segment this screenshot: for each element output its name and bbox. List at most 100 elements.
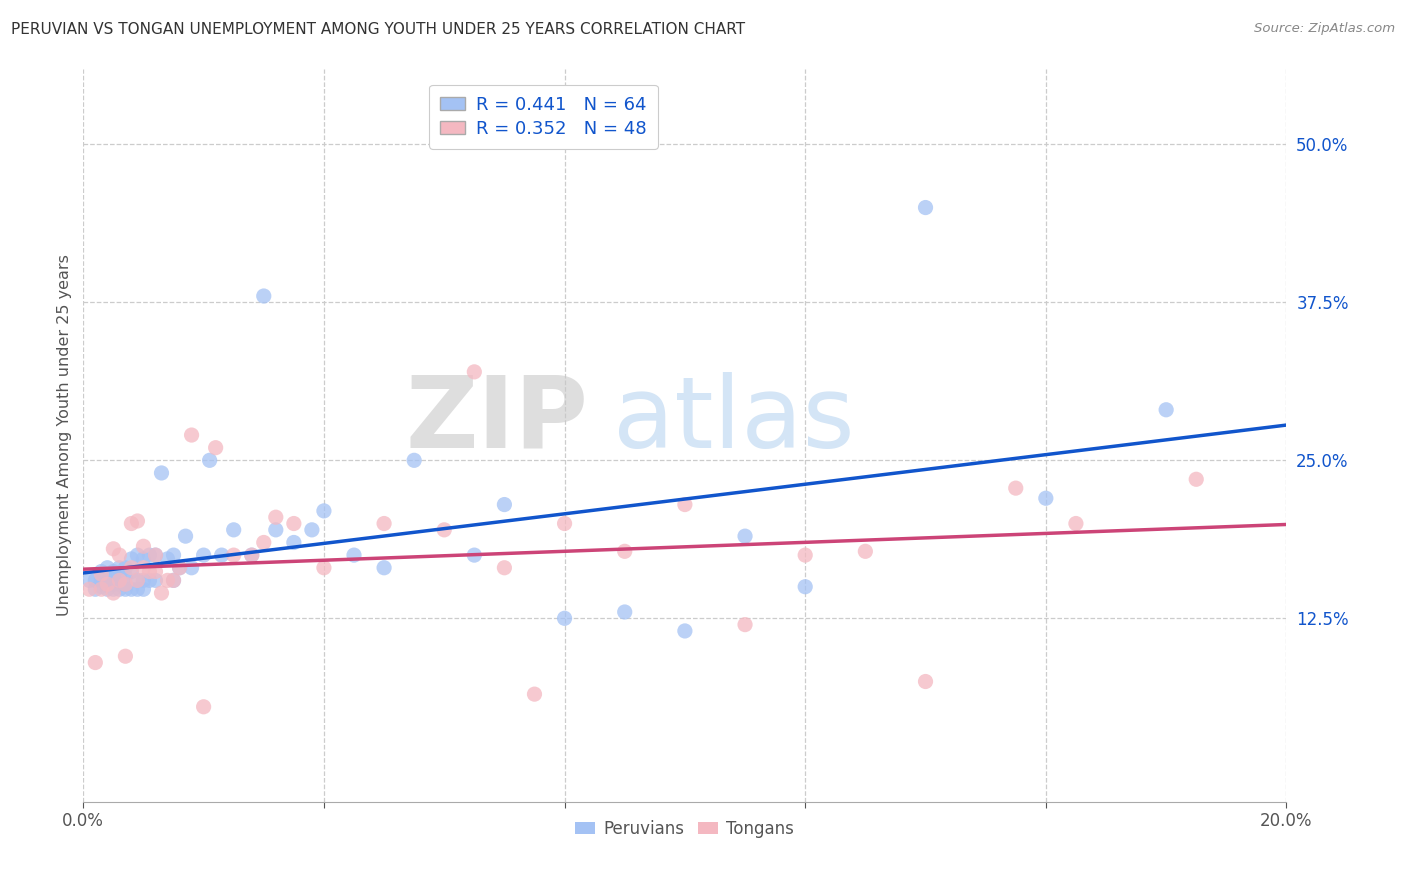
Point <box>156 574 179 588</box>
Point <box>114 577 136 591</box>
Point <box>1154 402 1177 417</box>
Point <box>463 365 485 379</box>
Point <box>1035 491 1057 506</box>
Point <box>734 529 756 543</box>
Point <box>180 560 202 574</box>
Point <box>103 582 125 597</box>
Point <box>132 539 155 553</box>
Point <box>169 560 191 574</box>
Point <box>120 552 142 566</box>
Point <box>150 466 173 480</box>
Point <box>343 548 366 562</box>
Point <box>84 574 107 588</box>
Point <box>162 574 184 588</box>
Point <box>1064 516 1087 531</box>
Point <box>150 586 173 600</box>
Point <box>103 577 125 591</box>
Point <box>79 582 101 597</box>
Point <box>145 548 167 562</box>
Point <box>127 514 149 528</box>
Point <box>84 582 107 597</box>
Point <box>240 548 263 562</box>
Point <box>433 523 456 537</box>
Point <box>794 580 817 594</box>
Point <box>138 565 160 579</box>
Point <box>283 535 305 549</box>
Point <box>127 574 149 588</box>
Point <box>198 453 221 467</box>
Point <box>914 201 936 215</box>
Point <box>138 548 160 562</box>
Point <box>96 574 118 588</box>
Point <box>264 523 287 537</box>
Point <box>96 560 118 574</box>
Point <box>108 560 131 574</box>
Point <box>853 544 876 558</box>
Point <box>108 577 131 591</box>
Point <box>103 565 125 579</box>
Point <box>108 574 131 588</box>
Point <box>90 567 112 582</box>
Point <box>613 605 636 619</box>
Text: ZIP: ZIP <box>406 372 589 469</box>
Point <box>193 548 215 562</box>
Point <box>169 560 191 574</box>
Point <box>132 560 155 574</box>
Point <box>79 574 101 588</box>
Point <box>554 611 576 625</box>
Point <box>312 560 335 574</box>
Point <box>373 516 395 531</box>
Point <box>127 548 149 562</box>
Point <box>253 535 276 549</box>
Point <box>494 560 516 574</box>
Point <box>794 548 817 562</box>
Point <box>283 516 305 531</box>
Text: atlas: atlas <box>613 372 855 469</box>
Point <box>103 541 125 556</box>
Point <box>132 552 155 566</box>
Point <box>96 577 118 591</box>
Point <box>103 586 125 600</box>
Point <box>162 574 184 588</box>
Point <box>734 617 756 632</box>
Point <box>211 548 233 562</box>
Point <box>463 548 485 562</box>
Point <box>404 453 426 467</box>
Point <box>90 580 112 594</box>
Text: Source: ZipAtlas.com: Source: ZipAtlas.com <box>1254 22 1395 36</box>
Point <box>193 699 215 714</box>
Point <box>114 569 136 583</box>
Point <box>145 548 167 562</box>
Point <box>673 624 696 638</box>
Point <box>127 582 149 597</box>
Point <box>114 649 136 664</box>
Point <box>108 582 131 597</box>
Point <box>114 582 136 597</box>
Point <box>96 582 118 597</box>
Point <box>240 548 263 562</box>
Point <box>138 574 160 588</box>
Point <box>108 569 131 583</box>
Point <box>523 687 546 701</box>
Point <box>108 548 131 562</box>
Point <box>494 498 516 512</box>
Point <box>264 510 287 524</box>
Point <box>1185 472 1208 486</box>
Point <box>120 560 142 574</box>
Y-axis label: Unemployment Among Youth under 25 years: Unemployment Among Youth under 25 years <box>58 254 72 616</box>
Point <box>613 544 636 558</box>
Point <box>114 560 136 574</box>
Point <box>120 565 142 579</box>
Point <box>132 582 155 597</box>
Point <box>301 523 323 537</box>
Point <box>373 560 395 574</box>
Point <box>127 574 149 588</box>
Point <box>162 548 184 562</box>
Point <box>145 565 167 579</box>
Point <box>1004 481 1026 495</box>
Point <box>222 523 245 537</box>
Legend: Peruvians, Tongans: Peruvians, Tongans <box>569 814 801 845</box>
Point <box>180 428 202 442</box>
Point <box>90 565 112 579</box>
Text: PERUVIAN VS TONGAN UNEMPLOYMENT AMONG YOUTH UNDER 25 YEARS CORRELATION CHART: PERUVIAN VS TONGAN UNEMPLOYMENT AMONG YO… <box>11 22 745 37</box>
